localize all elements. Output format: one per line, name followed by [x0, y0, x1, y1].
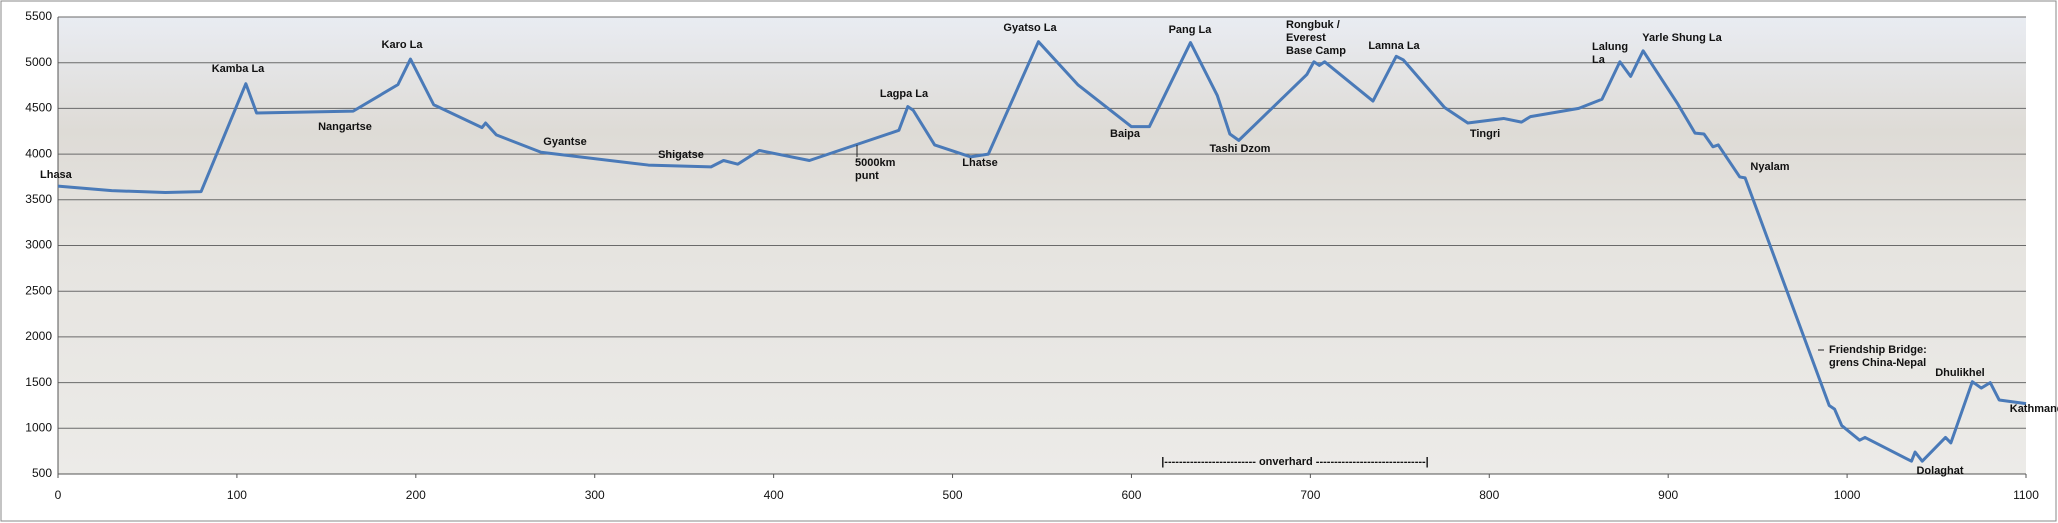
y-tick-label: 2500	[25, 283, 52, 297]
annotation: Lhasa	[40, 169, 73, 181]
annotation: Base Camp	[1286, 45, 1346, 57]
y-tick-label: 1500	[25, 375, 52, 389]
x-tick-label: 800	[1479, 488, 1499, 502]
annotation: Dhulikhel	[1935, 367, 1985, 379]
elevation-line	[57, 40, 2027, 463]
annotation: Nangartse	[318, 121, 372, 133]
annotation: Nyalam	[1750, 161, 1789, 173]
x-tick-label: 1000	[1834, 488, 1861, 502]
annotation: Tingri	[1470, 128, 1500, 140]
annotation: Gyantse	[543, 136, 586, 148]
annotation: punt	[855, 170, 879, 182]
annotation: Kathmandu	[2010, 403, 2058, 415]
x-tick-label: 1100	[2013, 488, 2039, 502]
y-tick-label: 4500	[25, 101, 52, 115]
annotation: Tashi Dzom	[1210, 143, 1271, 155]
annotation: Lagpa La	[880, 88, 929, 100]
x-tick-label: 700	[1300, 488, 1320, 502]
annotation: Pang La	[1169, 24, 1213, 36]
y-tick-label: 5500	[25, 9, 52, 23]
annotation: Dolaghat	[1916, 465, 1963, 477]
x-tick-label: 200	[406, 488, 426, 502]
y-tick-label: 3500	[25, 192, 52, 206]
x-tick-label: 400	[764, 488, 784, 502]
annotation: |------------------------- onverhard ---…	[1161, 456, 1429, 468]
y-tick-label: 4000	[25, 146, 52, 160]
annotation: Lalung	[1592, 41, 1628, 53]
x-tick-label: 100	[227, 488, 247, 502]
annotation: Baipa	[1110, 128, 1141, 140]
annotation: Rongbuk /	[1286, 19, 1340, 31]
y-tick-label: 3000	[25, 238, 52, 252]
annotation: La	[1592, 54, 1606, 66]
x-tick-label: 300	[585, 488, 605, 502]
annotation: Everest	[1286, 32, 1326, 44]
annotation: Kamba La	[212, 63, 265, 75]
annotation: Shigatse	[658, 149, 704, 161]
annotation: Gyatso La	[1003, 22, 1057, 34]
annotation: Lamna La	[1368, 40, 1420, 52]
annotation: Karo La	[382, 39, 424, 51]
x-tick-label: 600	[1121, 488, 1141, 502]
y-tick-label: 5000	[25, 55, 52, 69]
y-tick-label: 500	[32, 466, 52, 480]
y-tick-label: 1000	[25, 420, 52, 434]
annotation: Lhatse	[962, 157, 997, 169]
x-tick-label: 0	[55, 488, 62, 502]
y-tick-label: 2000	[25, 329, 52, 343]
annotation: Yarle Shung La	[1642, 32, 1722, 44]
annotation: grens China-Nepal	[1829, 357, 1926, 369]
annotation: Friendship Bridge:	[1829, 344, 1927, 356]
x-tick-label: 500	[943, 488, 963, 502]
x-tick-label: 900	[1658, 488, 1678, 502]
annotation: 5000km	[855, 157, 896, 169]
